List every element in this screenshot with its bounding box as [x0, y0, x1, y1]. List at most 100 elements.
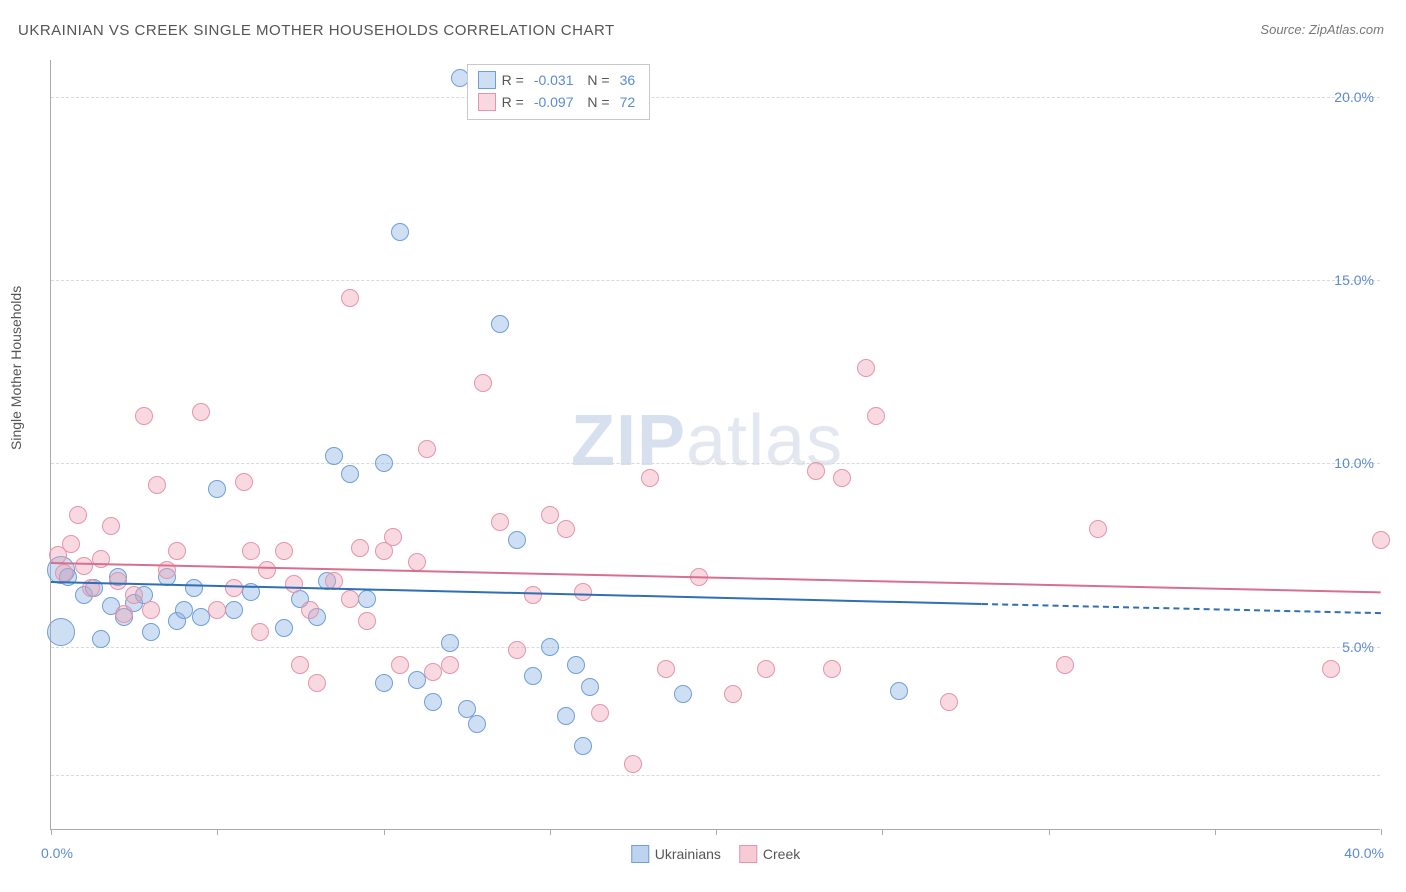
data-point: [341, 289, 359, 307]
data-point: [358, 612, 376, 630]
data-point: [468, 715, 486, 733]
watermark: ZIPatlas: [571, 400, 843, 482]
data-point: [135, 407, 153, 425]
x-tick-mark: [1049, 829, 1050, 835]
legend-swatch: [478, 71, 496, 89]
data-point: [624, 755, 642, 773]
scatter-plot: ZIPatlas 5.0%10.0%15.0%20.0%0.0%40.0%R =…: [50, 60, 1380, 830]
data-point: [375, 454, 393, 472]
legend-label: Ukrainians: [655, 846, 721, 862]
data-point: [208, 480, 226, 498]
data-point: [142, 601, 160, 619]
data-point: [641, 469, 659, 487]
data-point: [102, 517, 120, 535]
trend-line: [982, 603, 1381, 614]
x-tick-mark: [716, 829, 717, 835]
data-point: [524, 667, 542, 685]
data-point: [251, 623, 269, 641]
data-point: [524, 586, 542, 604]
data-point: [657, 660, 675, 678]
data-point: [242, 542, 260, 560]
y-tick-label: 5.0%: [1342, 639, 1374, 655]
x-tick-mark: [1381, 829, 1382, 835]
gridline: [51, 775, 1380, 776]
legend-row: R =-0.097 N =72: [478, 91, 640, 113]
data-point: [208, 601, 226, 619]
data-point: [674, 685, 692, 703]
x-tick-mark: [217, 829, 218, 835]
data-point: [867, 407, 885, 425]
data-point: [275, 619, 293, 637]
data-point: [125, 586, 143, 604]
data-point: [408, 671, 426, 689]
data-point: [391, 656, 409, 674]
data-point: [508, 641, 526, 659]
data-point: [115, 605, 133, 623]
data-point: [491, 513, 509, 531]
data-point: [833, 469, 851, 487]
data-point: [491, 315, 509, 333]
data-point: [508, 531, 526, 549]
data-point: [109, 572, 127, 590]
data-point: [148, 476, 166, 494]
data-point: [301, 601, 319, 619]
data-point: [358, 590, 376, 608]
data-point: [724, 685, 742, 703]
data-point: [823, 660, 841, 678]
data-point: [55, 564, 73, 582]
legend-r-label: R =: [502, 94, 524, 110]
data-point: [408, 553, 426, 571]
data-point: [757, 660, 775, 678]
legend-item: Creek: [739, 845, 800, 863]
data-point: [175, 601, 193, 619]
legend-swatch: [631, 845, 649, 863]
data-point: [807, 462, 825, 480]
data-point: [235, 473, 253, 491]
data-point: [557, 707, 575, 725]
source-prefix: Source:: [1260, 22, 1305, 37]
data-point: [375, 674, 393, 692]
gridline: [51, 280, 1380, 281]
data-point: [474, 374, 492, 392]
data-point: [69, 506, 87, 524]
data-point: [1089, 520, 1107, 538]
data-point: [581, 678, 599, 696]
data-point: [291, 656, 309, 674]
legend-label: Creek: [763, 846, 800, 862]
source-value: ZipAtlas.com: [1309, 22, 1384, 37]
data-point: [391, 223, 409, 241]
data-point: [258, 561, 276, 579]
data-point: [341, 465, 359, 483]
x-tick-mark: [51, 829, 52, 835]
series-legend: Ukrainians Creek: [631, 845, 801, 863]
data-point: [225, 579, 243, 597]
gridline: [51, 463, 1380, 464]
watermark-zip: ZIP: [571, 401, 686, 481]
data-point: [384, 528, 402, 546]
data-point: [890, 682, 908, 700]
y-axis-label: Single Mother Households: [8, 286, 24, 450]
data-point: [341, 590, 359, 608]
data-point: [325, 447, 343, 465]
data-point: [75, 557, 93, 575]
gridline: [51, 97, 1380, 98]
data-point: [940, 693, 958, 711]
data-point: [192, 608, 210, 626]
data-point: [308, 674, 326, 692]
data-point: [185, 579, 203, 597]
data-point: [275, 542, 293, 560]
x-tick-mark: [550, 829, 551, 835]
data-point: [192, 403, 210, 421]
legend-n-value: 72: [620, 94, 636, 110]
legend-item: Ukrainians: [631, 845, 721, 863]
data-point: [142, 623, 160, 641]
data-point: [441, 656, 459, 674]
data-point: [158, 561, 176, 579]
data-point: [567, 656, 585, 674]
x-tick-mark: [384, 829, 385, 835]
data-point: [92, 630, 110, 648]
data-point: [47, 618, 75, 646]
data-point: [424, 663, 442, 681]
x-tick-label: 0.0%: [41, 845, 73, 861]
y-tick-label: 20.0%: [1334, 89, 1374, 105]
